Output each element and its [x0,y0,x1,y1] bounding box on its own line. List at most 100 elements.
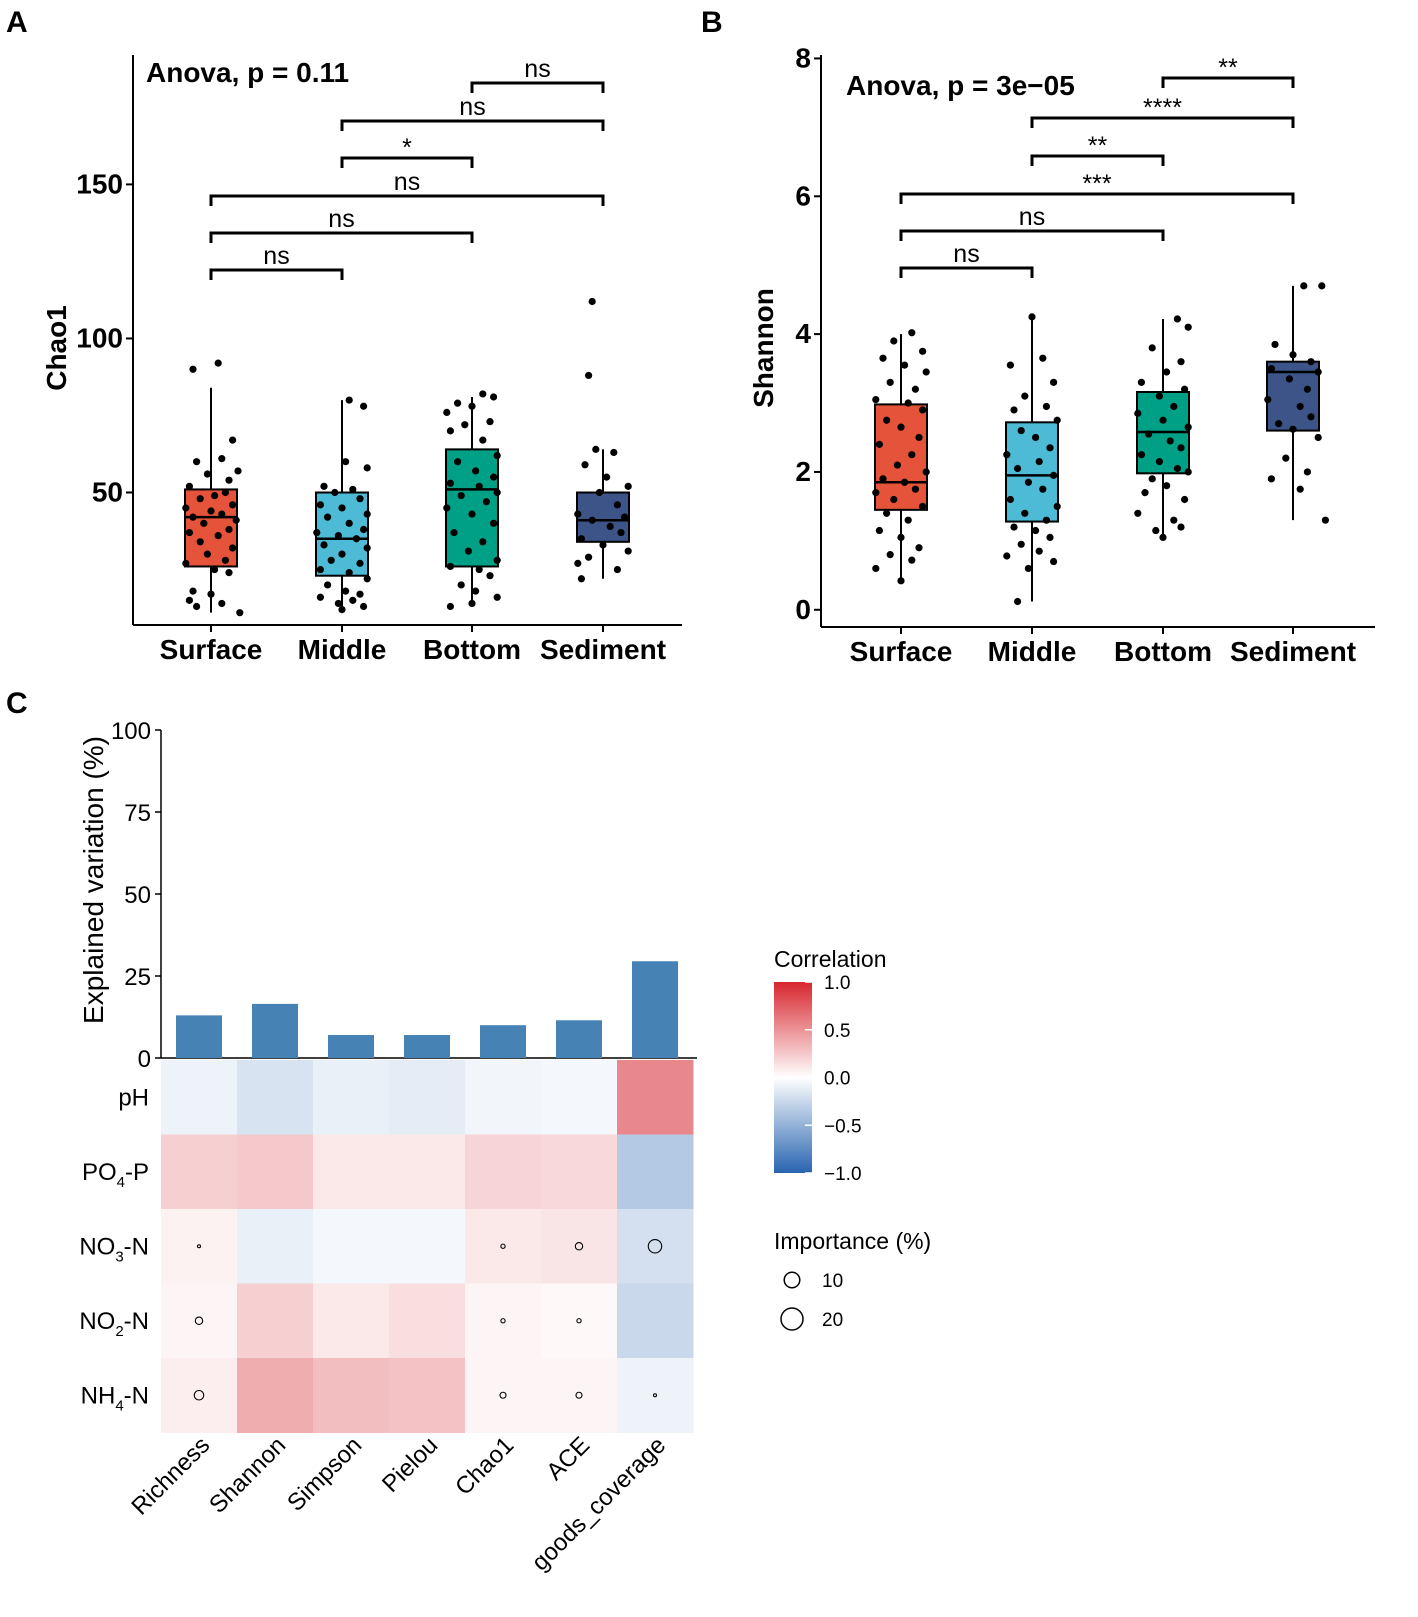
significance-bracket: ns [470,55,605,93]
importance-circle [575,1391,583,1399]
y-tick-label: 0 [795,594,811,625]
data-point [363,544,371,552]
data-point [214,359,222,367]
data-point [1024,478,1032,486]
data-point [1042,402,1050,411]
data-point [1271,340,1279,349]
data-point [1177,523,1185,531]
data-point [908,329,916,337]
heatmap-cell [161,1358,238,1433]
data-point [334,599,342,608]
data-point [1285,375,1293,383]
bar-y-tick-label: 100 [111,718,151,745]
data-point [890,495,898,504]
data-point [588,297,596,306]
data-point [1264,395,1272,404]
box-surface [874,403,928,511]
data-point [493,451,501,460]
x-tick-label: Surface [160,634,263,665]
x-tick-label: Sediment [540,634,666,665]
data-point [1014,464,1022,473]
data-point [897,533,905,542]
importance-circle [193,1389,205,1401]
heatmap-col-label: ACE [541,1432,595,1486]
heatmap-cell [465,1283,542,1359]
data-point [218,599,226,608]
importance-circle [194,1316,204,1325]
data-point [1024,564,1032,573]
data-point [919,502,927,510]
heatmap-cell [161,1283,238,1359]
heatmap-col-label: Pielou [377,1432,443,1498]
data-point [345,519,353,527]
data-point [1046,533,1054,542]
data-point [908,556,916,564]
data-point [574,510,582,518]
data-point [904,399,912,407]
data-point [493,556,501,564]
heatmap-cell [617,1060,694,1135]
data-point [363,510,371,518]
heatmap-row-label: PO4-P [82,1159,149,1191]
data-point [324,513,332,521]
data-point [338,504,346,512]
heatmap-col-label: Shannon [204,1432,291,1519]
heatmap-cell [313,1060,390,1135]
data-point [577,575,586,583]
bracket-line [209,194,605,206]
data-point [1314,368,1322,376]
data-point [893,461,902,469]
data-point [1017,540,1025,548]
data-point [1155,392,1163,400]
bracket-line [1161,76,1295,88]
data-point [454,458,462,466]
heatmap-cell [389,1134,466,1210]
bracket-line [340,156,474,168]
heatmap-cell [465,1134,542,1210]
y-tick-label: 4 [795,318,811,349]
data-point [1159,533,1167,542]
data-point [457,491,465,500]
data-point [1184,423,1192,431]
data-point [1010,406,1018,414]
data-point [1137,378,1145,386]
data-point [1046,444,1054,452]
heatmap-cell [541,1060,618,1135]
data-point [1017,426,1025,435]
data-point [1184,468,1192,476]
data-point [472,587,480,595]
data-point [617,528,625,537]
data-point [193,458,201,466]
data-point [193,602,201,611]
heatmap-cell [313,1209,390,1284]
data-point [922,368,930,376]
significance-bracket: *** [899,170,1295,204]
bracket-label: ns [459,93,485,121]
data-point [875,526,884,535]
bar-goods_coverage [632,961,678,1058]
data-point [624,547,632,555]
x-tick-label: Middle [988,636,1077,667]
data-point [577,535,586,543]
data-point [1184,323,1192,331]
heatmap-cell [313,1283,390,1359]
heatmap-cell [389,1060,466,1135]
data-point [461,421,469,429]
heatmap-cell [541,1209,618,1284]
chao1-boxplot: Anova, p = 0.11 Chao1 50 100 150 Surface Mid… [41,55,682,665]
data-point [214,532,222,540]
data-point [919,347,927,355]
data-point [490,393,498,401]
data-point [203,550,211,558]
data-point [203,470,211,478]
data-point [196,495,204,503]
data-point [1050,557,1058,566]
data-point [901,478,909,486]
bracket-line [899,266,1034,278]
data-point [313,528,321,537]
heatmap-cell [541,1358,618,1433]
data-point [1307,358,1315,366]
data-point [443,504,451,512]
bracket-line [470,81,605,93]
